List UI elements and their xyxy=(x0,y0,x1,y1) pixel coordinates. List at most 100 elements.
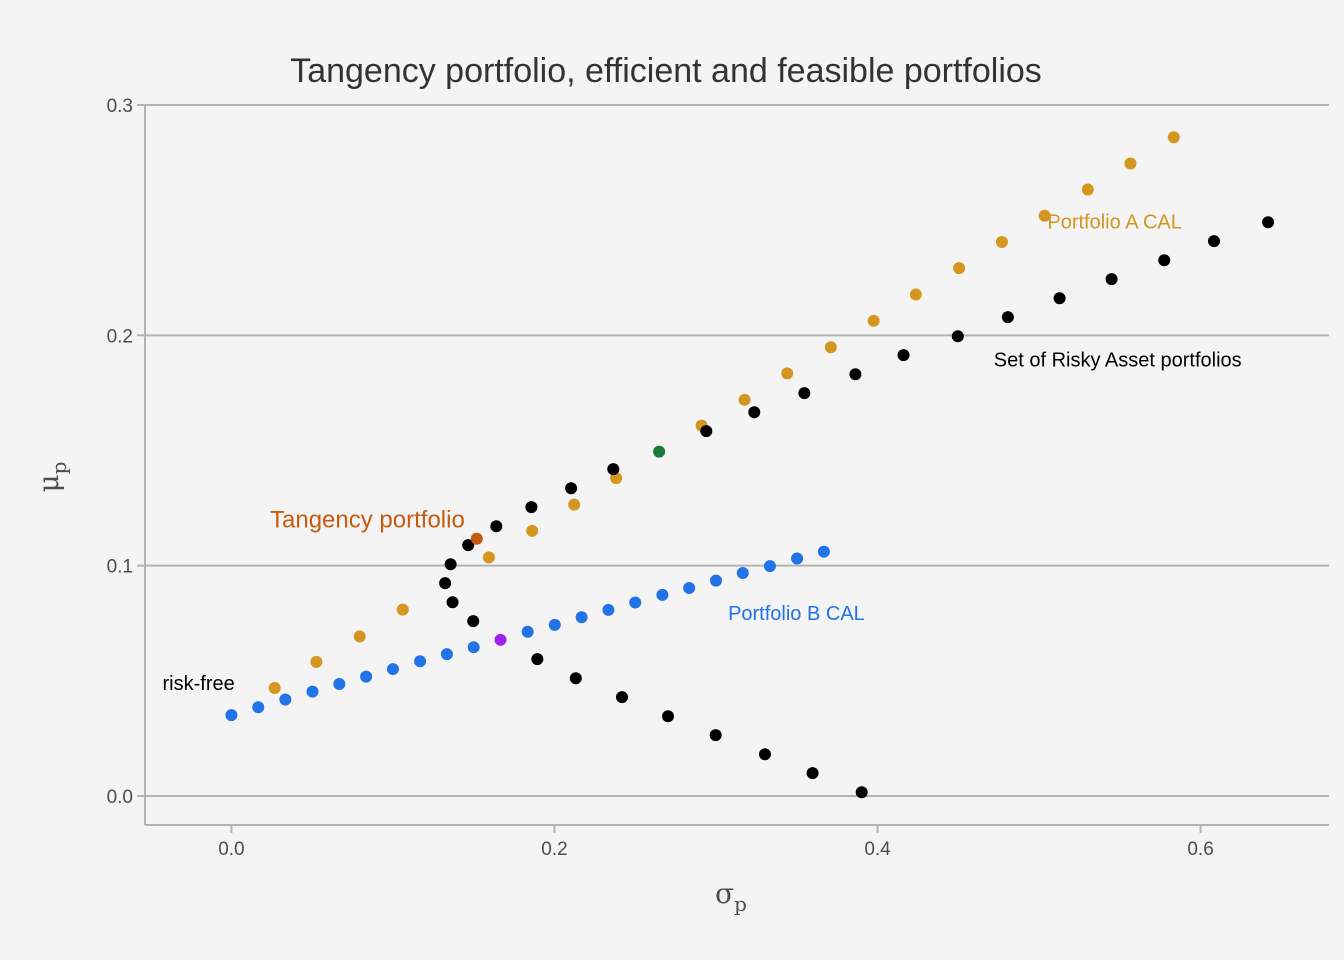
point-portfolio-b xyxy=(656,588,669,601)
point-portfolio-a xyxy=(1038,209,1051,222)
point-risky xyxy=(855,786,868,799)
point-risky xyxy=(1001,311,1014,324)
grid-lines xyxy=(145,104,1329,797)
point-risky xyxy=(748,406,761,419)
x-tick-label: 0.6 xyxy=(1187,839,1213,860)
point-risky xyxy=(1053,292,1066,305)
y-tick-label: 0.3 xyxy=(107,96,133,117)
point-portfolio-b xyxy=(414,655,427,668)
point-portfolio-b xyxy=(252,701,265,714)
series-risky xyxy=(439,216,1275,799)
point-risky xyxy=(806,767,819,780)
point-portfolio-b xyxy=(602,603,615,616)
point-portfolio-a xyxy=(396,603,409,616)
point-risky xyxy=(615,691,628,704)
point-portfolio-b xyxy=(225,709,238,722)
x-axis-ticks: 0.0 0.2 0.4 0.6 xyxy=(218,825,1214,860)
series-portfolio-b xyxy=(225,545,830,722)
point-risky xyxy=(849,368,862,381)
point-risky xyxy=(662,710,675,723)
axes xyxy=(144,105,1329,826)
point-risky xyxy=(951,330,964,343)
annotation-risky-set: Set of Risky Asset portfolios xyxy=(994,349,1242,371)
point-portfolio-a xyxy=(824,341,837,354)
point-portfolio-b xyxy=(279,693,292,706)
point-portfolio-b xyxy=(440,648,453,661)
point-portfolio-a xyxy=(953,262,966,275)
point-portfolio-a xyxy=(1081,183,1094,196)
point-risky xyxy=(1207,235,1220,248)
point-risky xyxy=(758,748,771,761)
y-axis-label-symbol: μ xyxy=(32,474,65,492)
point-risky xyxy=(444,558,457,571)
x-tick-label: 0.4 xyxy=(864,839,891,860)
x-axis-label-symbol: σ xyxy=(715,877,734,910)
point-portfolio-a xyxy=(781,367,794,380)
point-portfolio-b xyxy=(521,625,534,638)
y-axis-ticks: 0.0 0.1 0.2 0.3 xyxy=(107,96,145,808)
annotation-tangency: Tangency portfolio xyxy=(270,507,465,534)
series-portfolio-a xyxy=(268,131,1180,694)
point-risky xyxy=(439,577,452,590)
point-portfolio-a xyxy=(310,655,323,668)
annotation-b-cal: Portfolio B CAL xyxy=(728,603,865,625)
series-highlight-green xyxy=(653,445,666,458)
point-risky xyxy=(467,615,480,628)
point-portfolio-a xyxy=(738,393,751,406)
point-tangency xyxy=(470,532,483,545)
point-risky xyxy=(565,482,578,495)
x-axis-label-subscript: p xyxy=(734,892,747,916)
point-risky xyxy=(525,501,538,514)
series-tangency xyxy=(470,532,483,545)
point-risky xyxy=(709,729,722,742)
point-risky xyxy=(446,596,459,609)
point-portfolio-b xyxy=(683,581,696,594)
point-risky xyxy=(798,387,811,400)
point-risky xyxy=(1262,216,1275,229)
point-portfolio-b xyxy=(710,574,723,587)
point-portfolio-b xyxy=(736,567,749,580)
y-tick-label: 0.0 xyxy=(107,787,133,808)
point-risky xyxy=(569,672,582,685)
series-highlight-purple xyxy=(494,633,507,646)
point-risky xyxy=(462,539,475,552)
point-risky xyxy=(607,463,620,476)
y-axis-label: μp xyxy=(32,461,71,492)
point-portfolio-b xyxy=(575,611,588,624)
chart-title: Tangency portfolio, efficient and feasib… xyxy=(290,52,1042,90)
y-tick-label: 0.1 xyxy=(107,557,133,578)
point-portfolio-a xyxy=(353,630,366,643)
point-risky xyxy=(1105,273,1118,286)
point-portfolio-a xyxy=(995,236,1008,249)
point-portfolio-b xyxy=(629,596,642,609)
point-portfolio-b xyxy=(467,641,480,654)
point-risky xyxy=(531,653,544,666)
annotation-a-cal: Portfolio A CAL xyxy=(1047,211,1182,233)
annotation-risk-free: risk-free xyxy=(163,673,235,695)
point-portfolio-b xyxy=(817,545,830,558)
x-axis-label: σp xyxy=(715,877,747,916)
point-risky xyxy=(897,349,910,362)
x-tick-label: 0.2 xyxy=(541,839,567,860)
point-portfolio-b xyxy=(360,670,373,683)
point-portfolio-a xyxy=(568,498,581,511)
annotations: Portfolio A CAL Portfolio B CAL Set of Ris… xyxy=(163,211,1242,695)
point-portfolio-b xyxy=(306,685,319,698)
point-portfolio-a xyxy=(526,524,539,537)
point-portfolio-a xyxy=(909,288,922,301)
point-portfolio-b xyxy=(386,663,399,676)
point-risky xyxy=(490,520,503,533)
point-portfolio-b xyxy=(548,618,561,631)
point-highlight-green xyxy=(653,445,666,458)
point-risky xyxy=(700,425,713,438)
point-portfolio-a xyxy=(1124,157,1137,170)
x-tick-label: 0.0 xyxy=(218,839,244,860)
point-portfolio-b xyxy=(791,552,804,565)
point-portfolio-b xyxy=(333,678,346,691)
point-highlight-purple xyxy=(494,633,507,646)
point-portfolio-a xyxy=(268,681,281,694)
y-tick-label: 0.2 xyxy=(107,326,133,347)
point-portfolio-a xyxy=(1167,131,1180,144)
point-risky xyxy=(1158,254,1171,267)
